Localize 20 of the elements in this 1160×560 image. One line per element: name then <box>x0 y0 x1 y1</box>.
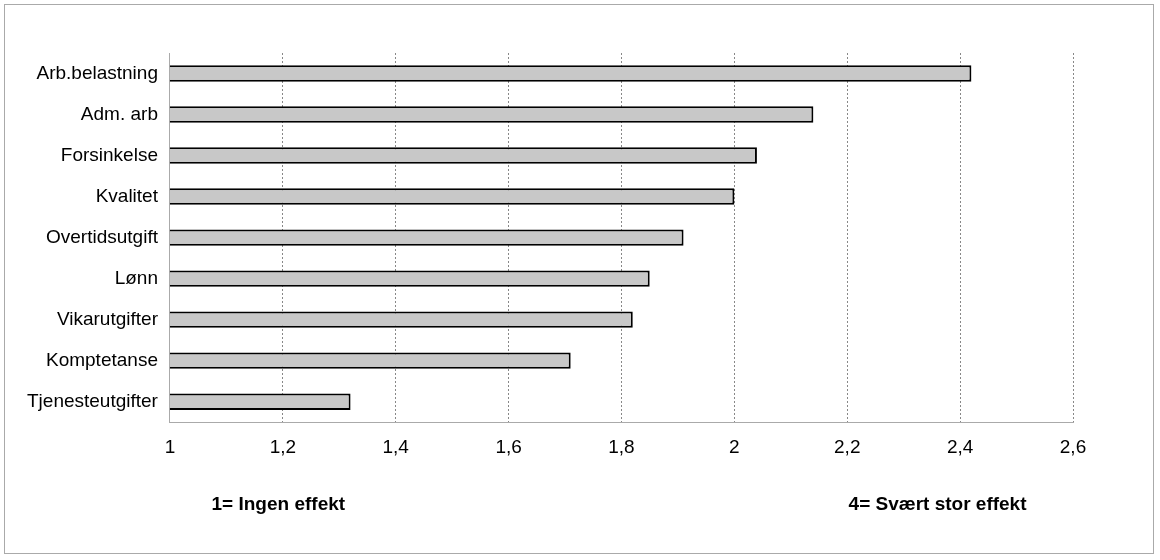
x-tick-label: 1,8 <box>608 435 635 457</box>
y-tick-label: Adm. arb <box>80 102 158 124</box>
y-tick-label: Vikarutgifter <box>56 307 159 329</box>
x-tick-label: 2,2 <box>834 435 861 457</box>
x-tick-label: 1 <box>164 435 176 457</box>
y-tick-label: Tjenesteutgifter <box>26 389 159 411</box>
x-tick-label: 1,4 <box>382 435 410 457</box>
x-tick-label: 2,6 <box>1059 435 1087 457</box>
y-tick-label: Arb.belastning <box>36 61 158 83</box>
text: 4= Svært stor effekt <box>848 493 1028 515</box>
text: 1= Ingen effekt <box>211 493 346 515</box>
y-tick-label: Lønn <box>114 266 158 288</box>
x-tick-label: 1,2 <box>269 435 297 457</box>
y-tick-label: Komptetanse <box>45 348 158 370</box>
x-tick-label: 2,4 <box>946 435 974 457</box>
y-tick-label: Forsinkelse <box>60 143 158 165</box>
y-tick-label: Kvalitet <box>95 184 159 206</box>
y-tick-label: Overtidsutgift <box>46 225 159 247</box>
x-tick-label: 2 <box>729 435 740 457</box>
x-tick-label: 1,6 <box>495 435 522 457</box>
